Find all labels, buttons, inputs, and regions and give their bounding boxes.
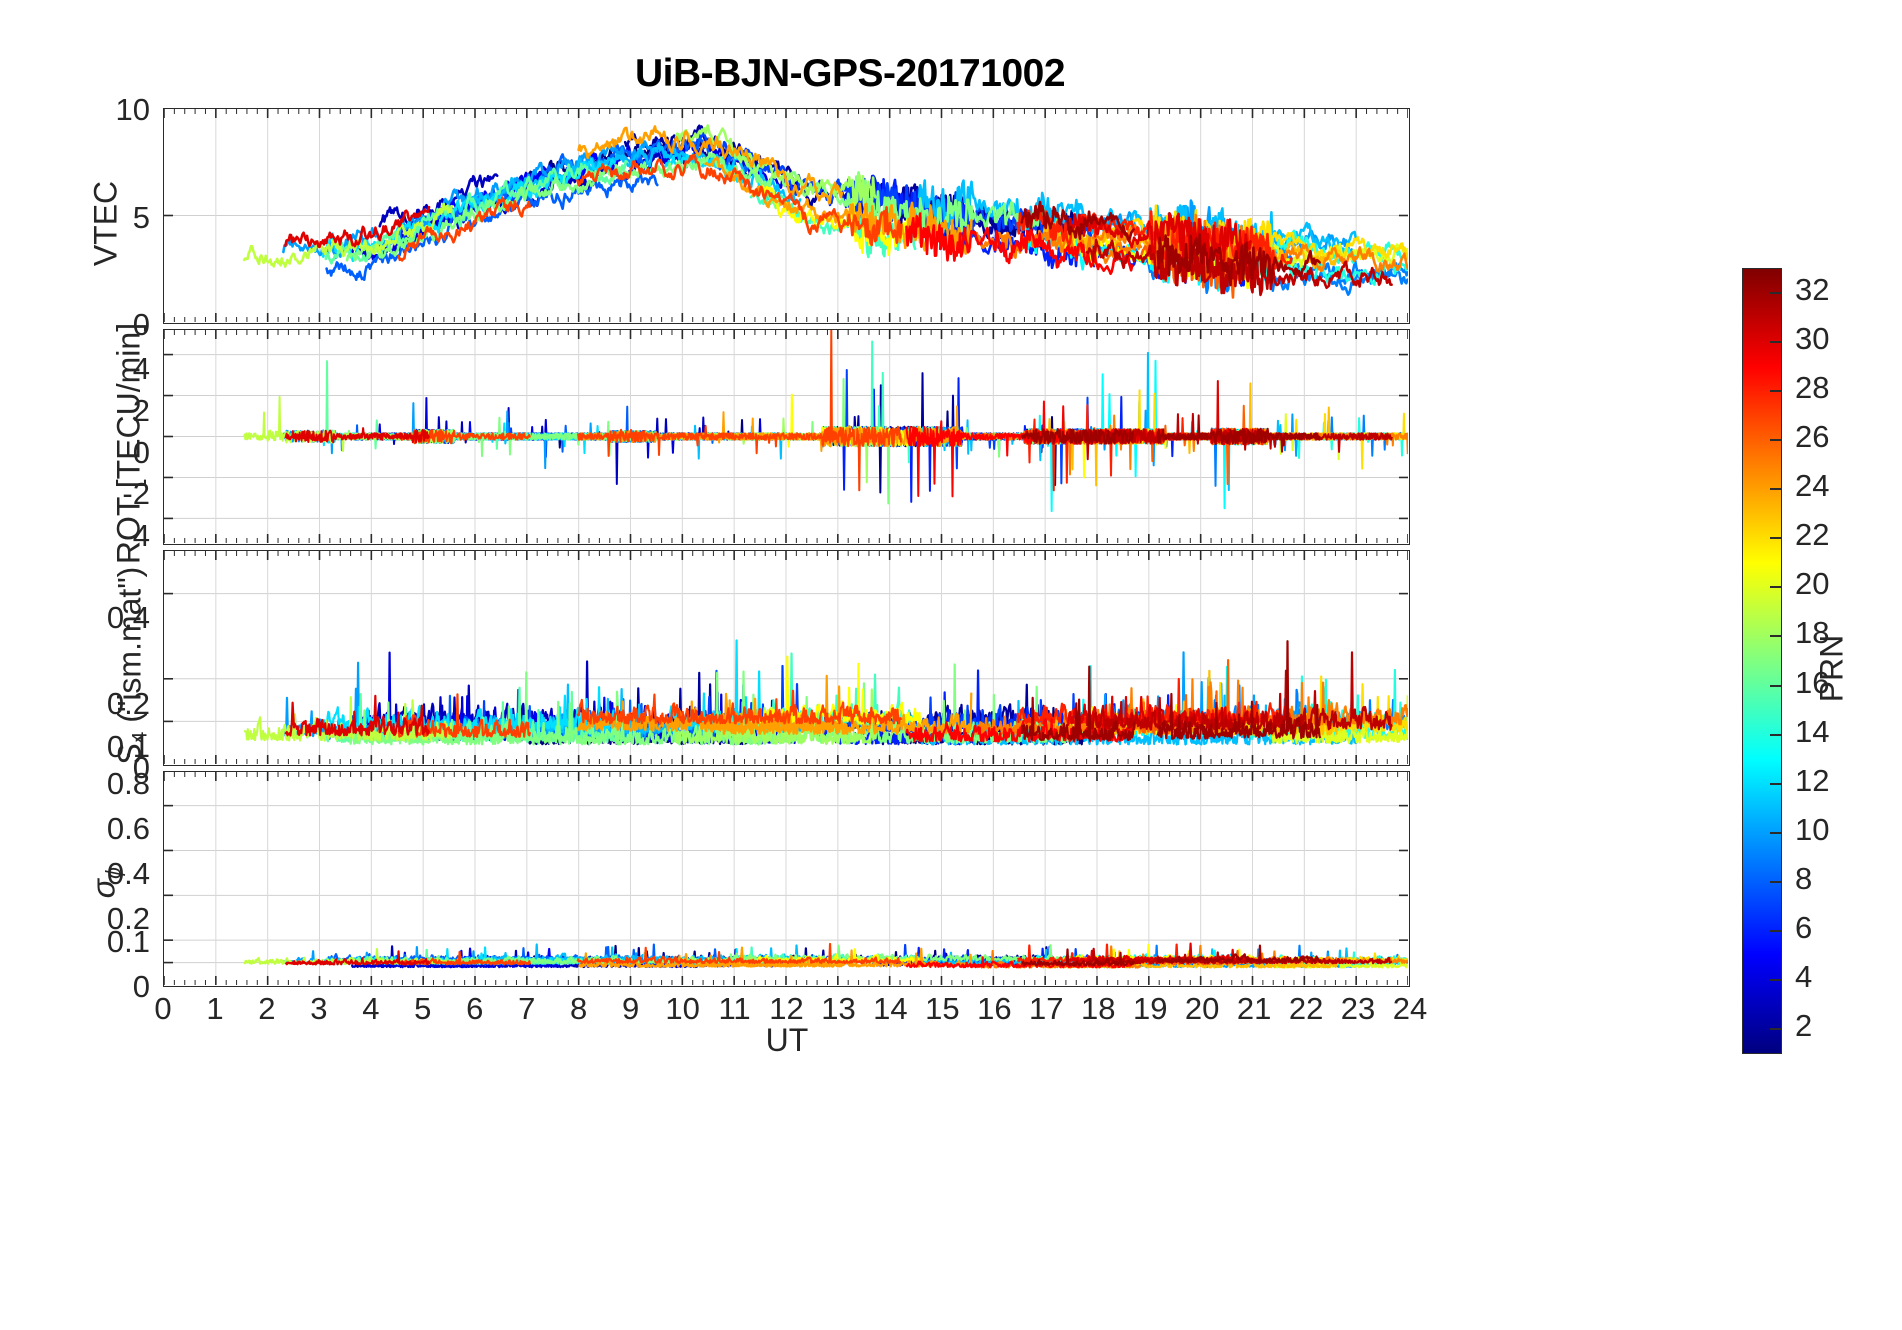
xtick-13: 13: [821, 991, 856, 1026]
colorbar-tick-20: 20: [1795, 566, 1830, 602]
xtick-5: 5: [414, 991, 432, 1026]
xtick-3: 3: [310, 991, 328, 1026]
colorbar-tickmark-22: [1770, 537, 1782, 540]
ytick-sp-08: 0.8: [106, 766, 150, 801]
colorbar-tickmark-2: [1770, 1028, 1782, 1031]
xtick-10: 10: [665, 991, 700, 1026]
xtick-15: 15: [925, 991, 960, 1026]
colorbar-tick-18: 18: [1795, 615, 1830, 651]
plot-area-vtec: [164, 109, 1408, 322]
xtick-9: 9: [622, 991, 640, 1026]
panel-sigma-phi: [163, 771, 1410, 987]
xtick-21: 21: [1236, 991, 1272, 1026]
ytick-sp-01: 0.1: [106, 924, 150, 959]
axis-label-ut: UT: [765, 1022, 809, 1058]
colorbar-tick-30: 30: [1795, 320, 1830, 356]
colorbar-tick-28: 28: [1795, 369, 1830, 405]
plot-area-s4: [164, 551, 1408, 764]
colorbar-tickmark-28: [1770, 389, 1782, 392]
colorbar-tickmark-8: [1770, 881, 1782, 884]
colorbar-tick-22: 22: [1795, 517, 1830, 553]
xtick-7: 7: [518, 991, 536, 1026]
colorbar-tickmark-4: [1770, 979, 1782, 982]
colorbar-tick-6: 6: [1795, 910, 1813, 946]
plot-area-rot: [164, 330, 1408, 543]
ytick-vtec-0: 0: [132, 307, 150, 342]
ytick-s4-02: 0.2: [106, 686, 150, 721]
ytick-rot-0: 0: [132, 435, 150, 470]
colorbar-tick-8: 8: [1795, 861, 1813, 897]
xtick-18: 18: [1081, 991, 1116, 1026]
ytick-rot-neg4: -4: [122, 518, 150, 553]
panel-vtec: [163, 108, 1410, 324]
xtick-24: 24: [1392, 991, 1428, 1026]
colorbar-tickmark-32: [1770, 291, 1782, 294]
xtick-4: 4: [362, 991, 380, 1026]
ytick-sp-0: 0: [132, 969, 150, 1004]
colorbar-tick-16: 16: [1795, 664, 1830, 700]
ytick-vtec-10: 10: [115, 92, 150, 127]
ytick-s4-0: 0: [132, 750, 150, 785]
colorbar-tickmark-18: [1770, 635, 1782, 638]
colorbar-tick-12: 12: [1795, 762, 1830, 798]
xtick-20: 20: [1184, 991, 1220, 1026]
colorbar-tick-32: 32: [1795, 271, 1830, 307]
colorbar-label-prn: PRN: [1813, 634, 1850, 703]
ytick-rot-neg2: -2: [122, 476, 150, 511]
plot-area-sigma-phi: [164, 772, 1408, 985]
xtick-23: 23: [1340, 991, 1376, 1026]
colorbar-tickmark-20: [1770, 586, 1782, 589]
colorbar-tick-26: 26: [1795, 418, 1830, 454]
xtick-11: 11: [718, 991, 751, 1026]
xtick-22: 22: [1288, 991, 1324, 1026]
colorbar-tickmark-6: [1770, 930, 1782, 933]
figure-title: UiB-BJN-GPS-20171002: [634, 52, 1066, 95]
ytick-s4-01: 0.1: [106, 729, 150, 764]
ytick-rot-2: 2: [132, 393, 150, 428]
colorbar-tick-4: 4: [1795, 959, 1813, 995]
colorbar-prn: [1742, 268, 1782, 1054]
ytick-rot-4: 4: [132, 351, 150, 386]
colorbar-tick-10: 10: [1795, 811, 1830, 847]
ytick-sp-04: 0.4: [106, 856, 150, 891]
xtick-14: 14: [873, 991, 908, 1026]
colorbar-tickmark-14: [1770, 733, 1782, 736]
colorbar-tickmark-10: [1770, 831, 1782, 834]
panel-rot: [163, 329, 1410, 545]
xtick-6: 6: [466, 991, 484, 1026]
xtick-8: 8: [570, 991, 588, 1026]
xtick-2: 2: [258, 991, 276, 1026]
xtick-17: 17: [1029, 991, 1064, 1026]
colorbar-tick-2: 2: [1795, 1008, 1813, 1044]
colorbar-tickmark-24: [1770, 488, 1782, 491]
colorbar-tick-24: 24: [1795, 468, 1830, 504]
colorbar-tick-14: 14: [1795, 713, 1830, 749]
ytick-sp-02: 0.2: [106, 901, 150, 936]
ytick-sp-06: 0.6: [106, 811, 150, 846]
xtick-19: 19: [1132, 991, 1168, 1026]
xtick-1: 1: [206, 991, 224, 1026]
ytick-s4-04: 0.4: [106, 600, 150, 635]
xtick-12: 12: [769, 991, 804, 1026]
colorbar-tickmark-30: [1770, 340, 1782, 343]
ytick-vtec-5: 5: [132, 200, 150, 235]
colorbar-tickmark-16: [1770, 684, 1782, 687]
colorbar-tickmark-12: [1770, 782, 1782, 785]
colorbar-tickmark-26: [1770, 438, 1782, 441]
panel-s4: [163, 550, 1410, 766]
xtick-16: 16: [977, 991, 1012, 1026]
xtick-0: 0: [154, 991, 172, 1026]
